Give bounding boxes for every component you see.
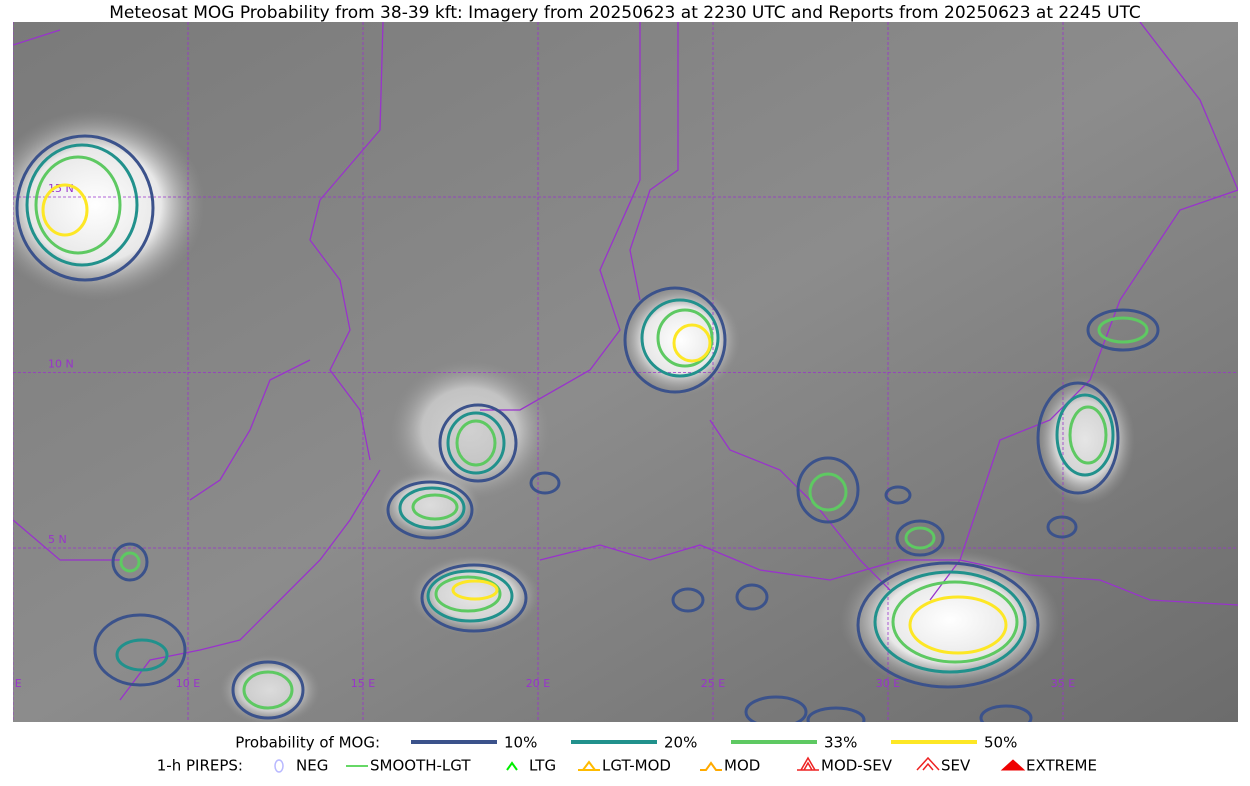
lon-label: 20 E: [526, 677, 550, 690]
pirep-icon: [797, 756, 819, 771]
legend-label: SMOOTH-LGT: [370, 757, 471, 775]
legend-title: 1-h PIREPS:: [157, 757, 243, 775]
lat-label: 10 N: [48, 358, 74, 371]
lon-label: 10 E: [176, 677, 200, 690]
legend-title: Probability of MOG:: [235, 734, 380, 752]
pirep-icon: [506, 761, 518, 771]
lat-label: 5 N: [48, 533, 67, 546]
pirep-icon: [700, 761, 722, 771]
mog-contours: [15, 134, 1160, 722]
legend-label: MOD-SEV: [821, 757, 893, 775]
lon-label: 15 E: [351, 677, 375, 690]
legend-label: LGT-MOD: [602, 757, 671, 775]
legend-label: EXTREME: [1026, 757, 1097, 775]
pirep-icon: [274, 759, 284, 773]
legend-label: 33%: [824, 734, 857, 752]
title: Meteosat MOG Probability from 38-39 kft:…: [109, 3, 1141, 23]
legend-label: LTG: [529, 757, 556, 775]
legend-label: 50%: [984, 734, 1017, 752]
lon-label: 30 E: [876, 677, 900, 690]
pirep-icon: [578, 760, 600, 771]
map: 15 N10 N5 N5 E 10 E 15 E 20 E 25 E 30 E 35 E: [4, 22, 1238, 722]
pirep-icon: [916, 756, 940, 771]
legend: Probability of MOG: 10% 20% 33% 50% 1-h PIREP…: [157, 734, 1097, 775]
legend-label: MOD: [724, 757, 760, 775]
legend-label: NEG: [296, 757, 328, 775]
legend-label: SEV: [941, 757, 971, 775]
pirep-icon: [1000, 759, 1026, 771]
legend-label: 20%: [664, 734, 697, 752]
borders: [13, 22, 1238, 701]
graticule: 15 N10 N5 N5 E 10 E 15 E 20 E 25 E 30 E 35 E: [4, 22, 1238, 722]
lon-label: 25 E: [701, 677, 725, 690]
lon-label: 35 E: [1051, 677, 1075, 690]
legend-label: 10%: [504, 734, 537, 752]
lon-label: 5 E: [4, 677, 21, 690]
